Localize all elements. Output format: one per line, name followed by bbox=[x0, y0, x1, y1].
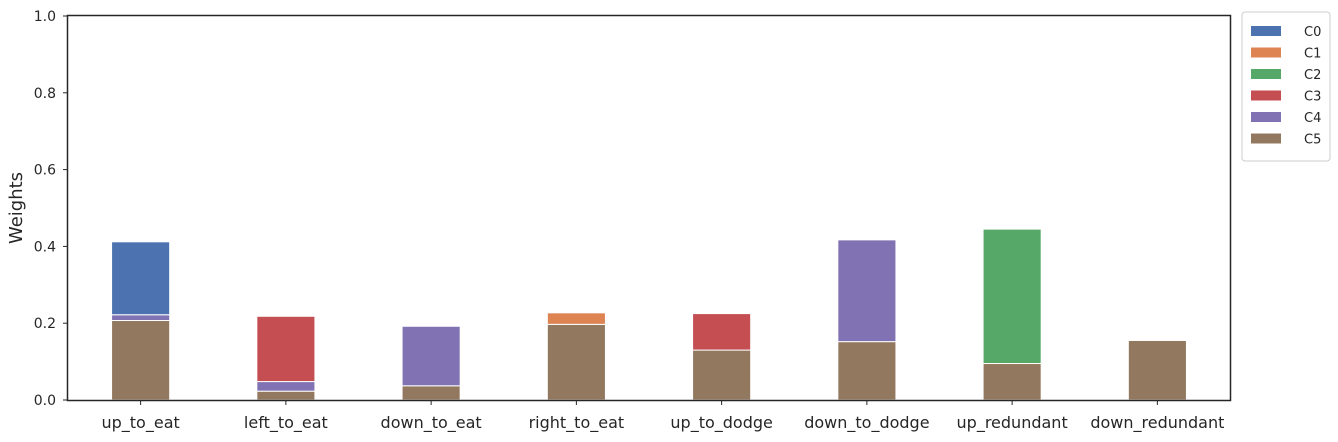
legend-label-c4: C4 bbox=[1304, 111, 1321, 126]
y-tick-label: 0.4 bbox=[34, 239, 56, 255]
y-axis-label: Weights bbox=[6, 172, 27, 244]
x-tick-label-left-to-eat: left_to_eat bbox=[244, 413, 328, 433]
bar-c5-up-to-dodge bbox=[692, 349, 752, 401]
legend-swatch-c1 bbox=[1251, 47, 1281, 58]
x-axis-ticks: up_to_eat left_to_eat down_to_eat right_to_… bbox=[101, 400, 1224, 433]
bar-c2-up-redundant bbox=[982, 228, 1042, 365]
y-tick-label: 0.0 bbox=[34, 393, 56, 409]
legend-label-c5: C5 bbox=[1304, 133, 1321, 148]
legend-swatch-c2 bbox=[1251, 69, 1281, 79]
legend-swatch-c3 bbox=[1251, 90, 1281, 101]
y-axis-ticks: 0.0 0.2 0.4 0.6 0.8 1.0 bbox=[34, 9, 68, 409]
bar-c5-right-to-eat bbox=[546, 323, 606, 401]
bar-c0-up-to-eat bbox=[111, 241, 171, 316]
bar-c3-up-to-dodge bbox=[692, 313, 752, 351]
x-tick-label-up-to-dodge: up_to_dodge bbox=[670, 413, 772, 433]
legend-label-c0: C0 bbox=[1304, 25, 1321, 40]
x-tick-label-down-to-dodge: down_to_dodge bbox=[804, 413, 929, 433]
bar-c5-up-to-eat bbox=[111, 320, 171, 401]
legend-label-c2: C2 bbox=[1304, 68, 1321, 83]
x-tick-label-down-to-eat: down_to_eat bbox=[381, 413, 482, 433]
y-tick-label: 0.8 bbox=[34, 86, 56, 102]
legend-swatch-c5 bbox=[1251, 133, 1281, 144]
legend-swatch-c0 bbox=[1251, 26, 1281, 36]
legend-label-c1: C1 bbox=[1304, 47, 1321, 62]
x-tick-label-up-redundant: up_redundant bbox=[957, 413, 1068, 433]
bar-c1-right-to-eat bbox=[546, 312, 606, 325]
y-tick-label: 1.0 bbox=[34, 9, 56, 25]
bar-c5-up-redundant bbox=[982, 363, 1042, 401]
bar-c5-left-to-eat bbox=[256, 390, 316, 401]
bar-c4-up-to-eat bbox=[111, 314, 171, 322]
plot-frame bbox=[66, 14, 1232, 402]
legend-swatch-c4 bbox=[1251, 112, 1281, 122]
bar-c5-down-to-dodge bbox=[837, 341, 897, 401]
bar-c3-left-to-eat bbox=[256, 315, 316, 383]
x-tick-label-right-to-eat: right_to_eat bbox=[529, 413, 625, 433]
bar-c5-down-to-eat bbox=[401, 385, 461, 401]
y-tick-label: 0.6 bbox=[34, 163, 56, 179]
bar-c5-down-redundant bbox=[1127, 339, 1187, 401]
y-tick-label: 0.2 bbox=[34, 316, 56, 332]
bar-c4-down-to-dodge bbox=[837, 239, 897, 343]
bar-c4-left-to-eat bbox=[256, 381, 316, 392]
bar-c4-down-to-eat bbox=[401, 325, 461, 387]
x-tick-label-up-to-eat: up_to_eat bbox=[101, 413, 179, 433]
x-tick-label-down-redundant: down_redundant bbox=[1090, 413, 1224, 433]
bars-layer bbox=[111, 228, 1187, 401]
legend-label-c3: C3 bbox=[1304, 90, 1321, 105]
legend: C0 C1 C2 C3 C4 C5 bbox=[1241, 11, 1331, 162]
